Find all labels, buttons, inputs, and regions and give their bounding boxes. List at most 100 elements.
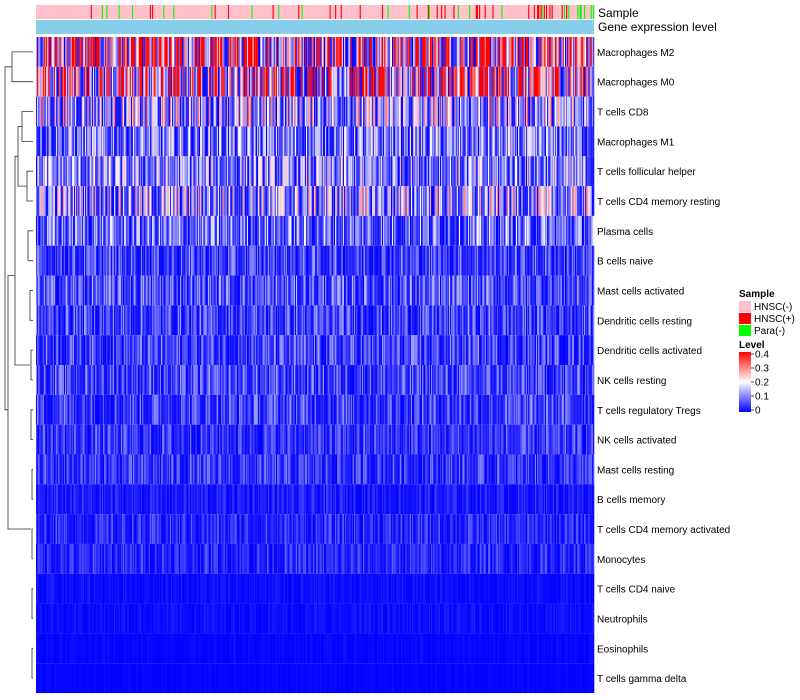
heatmap-cell	[146, 66, 148, 97]
heatmap-cell	[145, 126, 147, 157]
heatmap-cell	[160, 66, 163, 97]
heatmap-cell	[329, 126, 331, 157]
heatmap-cell	[81, 245, 84, 276]
heatmap-cell	[520, 66, 522, 97]
heatmap-cell	[40, 245, 42, 276]
heatmap-cell	[365, 215, 367, 246]
heatmap-cell	[60, 126, 62, 157]
heatmap-cell	[502, 126, 504, 157]
sample-cell	[532, 5, 535, 19]
heatmap-cell	[283, 275, 286, 306]
heatmap-cell	[252, 66, 254, 97]
heatmap-cell	[454, 215, 456, 246]
heatmap-cell	[338, 215, 340, 246]
sample-cell	[381, 5, 384, 19]
heatmap-cell	[225, 275, 228, 306]
heatmap-cell	[83, 156, 86, 187]
heatmap-cell	[355, 245, 357, 276]
heatmap-cell	[214, 96, 216, 127]
heatmap-cell	[158, 275, 161, 306]
heatmap-cell	[311, 37, 314, 67]
heatmap-cell	[563, 275, 566, 306]
heatmap-cell	[152, 37, 154, 67]
heatmap-cell	[474, 156, 477, 187]
heatmap-cell	[202, 96, 204, 127]
heatmap-cell	[250, 96, 252, 127]
heatmap-cell	[461, 37, 463, 67]
heatmap-cell	[131, 126, 134, 157]
heatmap-cell	[149, 156, 152, 187]
sample-cell	[131, 5, 134, 19]
heatmap-cell	[470, 156, 472, 187]
heatmap-cell	[514, 96, 517, 127]
heatmap-cell	[508, 245, 510, 276]
heatmap-cell	[463, 156, 465, 187]
heatmap-cell	[473, 66, 475, 97]
heatmap-cell	[374, 126, 376, 157]
heatmap-cell	[412, 96, 414, 127]
heatmap-cell	[92, 186, 95, 216]
heatmap-cell	[415, 245, 417, 276]
heatmap-cell	[82, 37, 85, 67]
heatmap-cell	[390, 215, 393, 246]
heatmap-cell	[155, 186, 157, 216]
heatmap-cell	[76, 186, 78, 216]
heatmap-cell	[512, 66, 514, 97]
heatmap-cell	[463, 275, 465, 306]
heatmap-cell	[268, 126, 270, 157]
heatmap-cell	[291, 186, 293, 216]
heatmap-cell	[388, 275, 391, 306]
heatmap-cell	[179, 37, 182, 67]
heatmap-cell	[570, 156, 572, 187]
heatmap-cell	[179, 156, 182, 187]
heatmap-cell	[570, 215, 572, 246]
heatmap-cell	[63, 156, 66, 187]
heatmap-cell	[116, 96, 118, 127]
heatmap-cell	[547, 156, 549, 187]
heatmap-cell	[481, 245, 483, 276]
heatmap-cell	[577, 186, 579, 216]
heatmap-cell	[322, 66, 325, 97]
heatmap-cell	[330, 66, 333, 97]
sample-cell	[160, 5, 163, 19]
heatmap-cell	[550, 245, 552, 276]
heatmap-cell	[87, 245, 89, 276]
heatmap-cell	[325, 126, 327, 157]
heatmap-cell	[271, 245, 273, 276]
heatmap-cell	[90, 126, 93, 157]
heatmap-cell	[506, 66, 509, 97]
heatmap-cell	[473, 96, 475, 127]
heatmap-cell	[591, 126, 594, 157]
heatmap-cell	[346, 37, 348, 67]
heatmap-cell	[441, 66, 443, 97]
heatmap-cell	[578, 126, 580, 157]
heatmap-cell	[543, 66, 546, 97]
heatmap-cell	[570, 126, 572, 157]
heatmap-cell	[69, 275, 71, 306]
sample-cell	[53, 5, 56, 19]
heatmap-cell	[217, 215, 220, 246]
sample-cell	[238, 5, 240, 19]
heatmap-cell	[370, 66, 373, 97]
heatmap-cell	[432, 126, 434, 157]
heatmap-cell	[553, 245, 556, 276]
heatmap-cell	[42, 156, 45, 187]
sample-cell	[364, 5, 366, 19]
heatmap-cell	[292, 37, 295, 67]
sample-cell	[155, 5, 157, 19]
heatmap-cell	[564, 186, 567, 216]
heatmap-cell	[399, 275, 402, 306]
heatmap-cell	[347, 66, 349, 97]
heatmap-cell	[511, 126, 513, 157]
heatmap-cell	[412, 186, 414, 216]
heatmap-cell	[466, 275, 469, 306]
heatmap-cell	[392, 245, 394, 276]
heatmap-cell	[260, 275, 262, 306]
heatmap-cell	[56, 66, 58, 97]
heatmap-cell	[44, 126, 47, 157]
heatmap-cell	[163, 215, 165, 246]
heatmap-cell	[318, 186, 320, 216]
heatmap-cell	[395, 156, 397, 187]
heatmap-cell	[558, 156, 560, 187]
heatmap-cell	[398, 126, 401, 157]
